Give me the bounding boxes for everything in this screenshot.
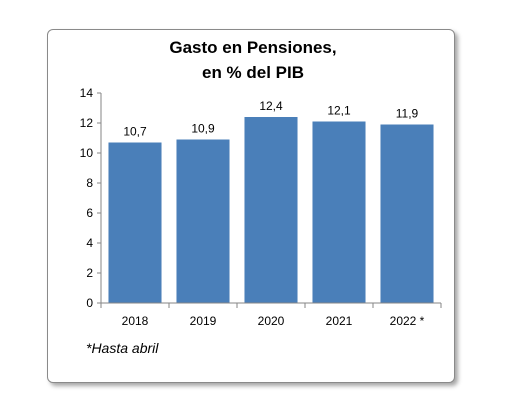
bar-1 bbox=[176, 139, 230, 303]
x-tick-label: 2020 bbox=[258, 314, 285, 328]
x-tick-label: 2019 bbox=[190, 314, 217, 328]
chart-title-line-1: Gasto en Pensiones, bbox=[169, 38, 336, 57]
x-tick-label: 2018 bbox=[122, 314, 149, 328]
data-label-1: 10,9 bbox=[191, 122, 215, 136]
data-label-2: 12,4 bbox=[259, 99, 283, 113]
y-tick-label: 10 bbox=[80, 146, 94, 160]
y-tick-label: 4 bbox=[86, 236, 93, 250]
bar-3 bbox=[312, 121, 366, 303]
footnote: *Hasta abril bbox=[86, 340, 159, 356]
bar-2 bbox=[244, 117, 298, 303]
data-label-0: 10,7 bbox=[123, 125, 147, 139]
data-label-3: 12,1 bbox=[327, 104, 351, 118]
y-tick-label: 12 bbox=[80, 116, 94, 130]
chart-title-line-2: en % del PIB bbox=[202, 63, 304, 82]
y-tick-label: 2 bbox=[86, 266, 93, 280]
x-tick-label: 2021 bbox=[326, 314, 353, 328]
data-label-4: 11,9 bbox=[396, 107, 419, 121]
y-tick-label: 6 bbox=[86, 206, 93, 220]
bar-0 bbox=[108, 142, 162, 303]
y-tick-label: 14 bbox=[80, 86, 94, 100]
y-tick-label: 0 bbox=[86, 296, 93, 310]
x-tick-label: 2022 * bbox=[390, 314, 425, 328]
bar-4 bbox=[380, 124, 434, 303]
y-tick-label: 8 bbox=[86, 176, 93, 190]
